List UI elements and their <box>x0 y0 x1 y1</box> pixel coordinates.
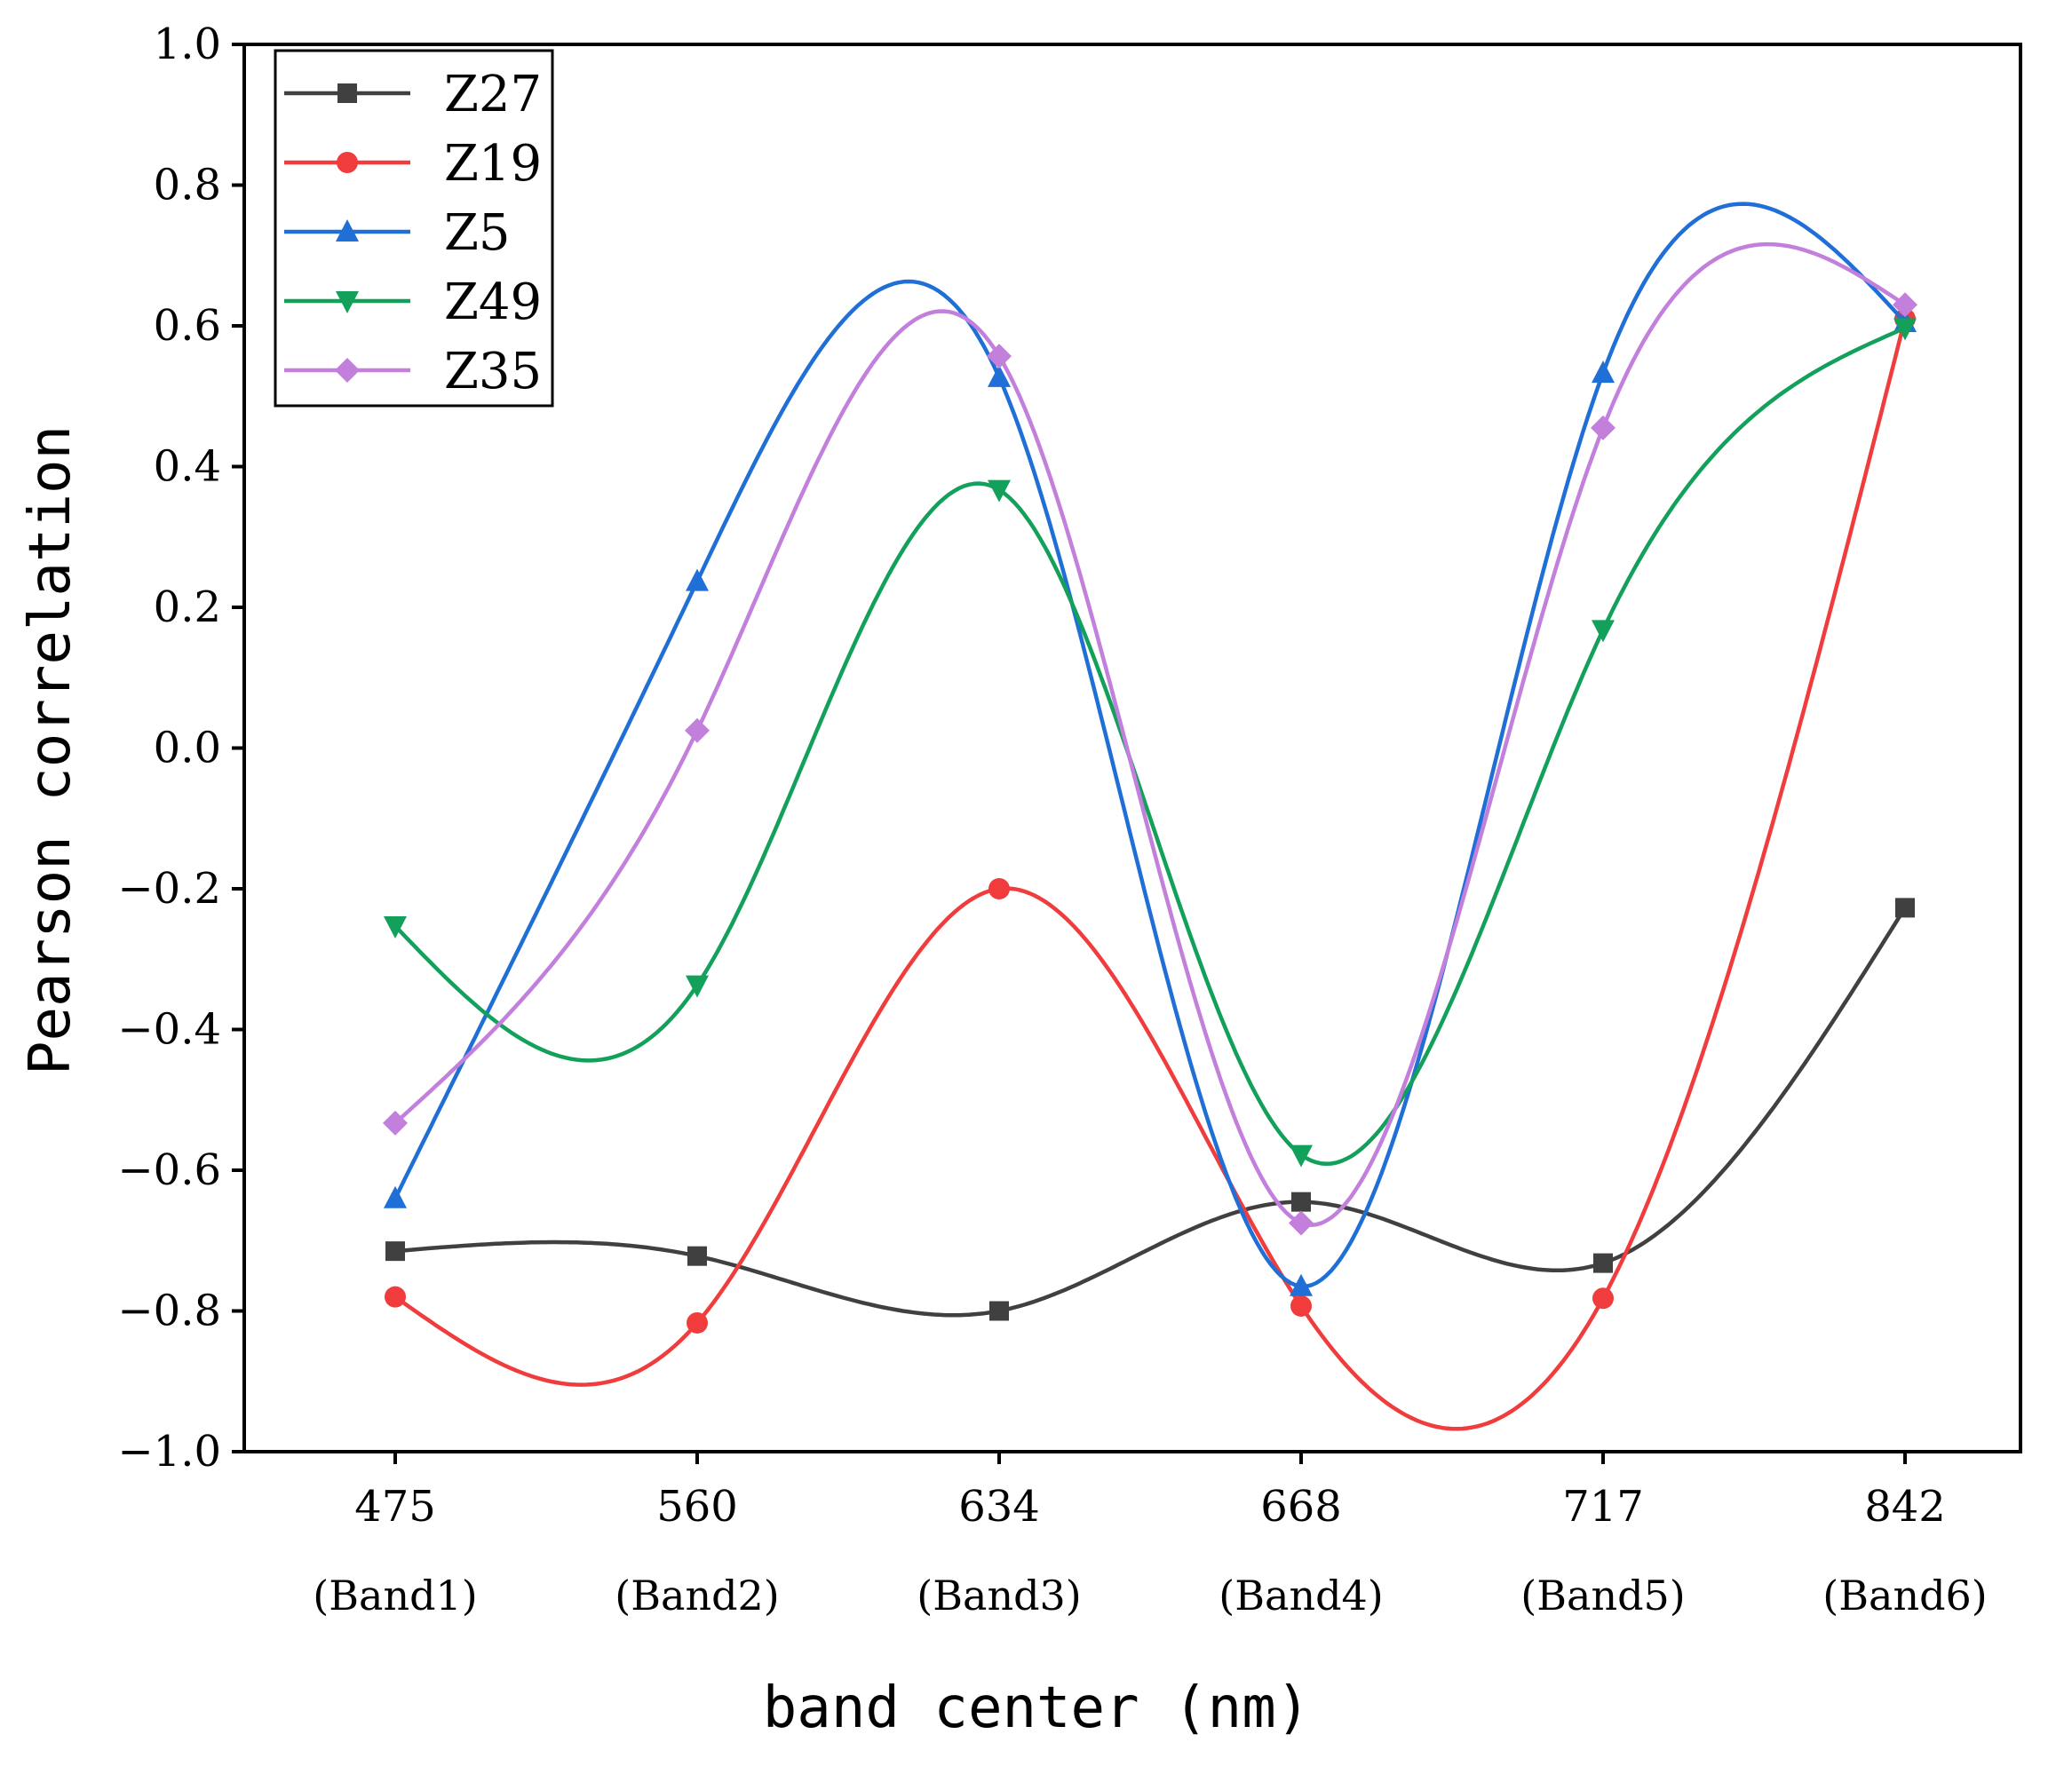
data-point <box>385 1241 405 1262</box>
x-tick-label: 634 <box>958 1482 1040 1532</box>
x-tick-label: 842 <box>1864 1482 1946 1532</box>
series-line-z27 <box>394 907 1907 1318</box>
x-axis-title: band center (nm) <box>763 1675 1311 1741</box>
data-point <box>988 479 1011 503</box>
data-point <box>337 152 358 173</box>
series-line-z35 <box>393 242 1907 1227</box>
data-point <box>337 83 357 103</box>
x-tick-label: 475 <box>354 1482 436 1532</box>
x-band-label: (Band3) <box>917 1572 1081 1619</box>
y-tick-label: −1.0 <box>117 1427 221 1477</box>
legend-label: Z27 <box>444 66 542 123</box>
x-band-label: (Band5) <box>1520 1572 1685 1619</box>
data-point <box>1593 1253 1613 1273</box>
data-point <box>335 358 360 383</box>
data-point <box>988 364 1011 387</box>
data-point <box>1895 898 1915 918</box>
y-tick-label: 0.4 <box>154 442 221 492</box>
data-point <box>336 219 359 242</box>
x-tick-label: 717 <box>1562 1482 1644 1532</box>
legend-label: Z35 <box>444 343 542 400</box>
data-point <box>686 568 709 591</box>
legend-label: Z5 <box>444 204 511 262</box>
data-point <box>1290 1273 1313 1296</box>
legend-item-z35: Z35 <box>284 343 542 400</box>
y-tick-label: 0.0 <box>154 724 221 773</box>
legend-label: Z19 <box>444 135 542 193</box>
y-tick-label: 0.8 <box>154 161 221 210</box>
legend-item-z27: Z27 <box>284 66 542 123</box>
data-point <box>988 878 1010 899</box>
data-point <box>687 1311 708 1334</box>
data-point <box>384 916 407 939</box>
data-point <box>687 1246 707 1266</box>
data-point <box>1291 1192 1311 1212</box>
series-z27 <box>385 898 1915 1321</box>
x-band-label: (Band4) <box>1219 1572 1383 1619</box>
y-tick-label: 1.0 <box>154 20 221 69</box>
data-point <box>987 344 1012 369</box>
legend-label: Z49 <box>444 273 542 331</box>
data-point <box>1893 292 1917 318</box>
x-band-label: (Band2) <box>615 1572 779 1619</box>
y-tick-label: −0.4 <box>117 1005 221 1055</box>
data-point <box>1290 1144 1313 1168</box>
legend-item-z5: Z5 <box>284 204 511 262</box>
y-tick-label: −0.8 <box>117 1287 221 1336</box>
series-layer <box>383 202 1917 1431</box>
y-axis-ticks: −1.0 −0.8 −0.6 −0.4 −0.2 0.0 0.2 0.4 0.6 0.8 1.0 <box>117 20 244 1477</box>
data-point <box>384 1185 407 1208</box>
x-axis-ticks: 475 (Band1) 560 (Band2) 634 (Band3) 668 (Band4)… <box>313 1452 1988 1619</box>
data-point <box>1592 360 1615 384</box>
data-point <box>989 1301 1009 1321</box>
data-point <box>685 717 710 743</box>
data-point <box>686 975 709 998</box>
x-band-label: (Band1) <box>313 1572 477 1619</box>
x-tick-label: 668 <box>1260 1482 1342 1532</box>
data-point <box>385 1286 406 1308</box>
series-line-z5 <box>393 202 1907 1289</box>
plot-area-frame <box>242 43 2022 1453</box>
legend-box <box>274 49 554 408</box>
data-point <box>1289 1210 1314 1236</box>
data-point <box>1893 318 1917 341</box>
y-tick-label: −0.2 <box>117 864 221 914</box>
y-tick-label: 0.2 <box>154 582 221 632</box>
legend-item-z19: Z19 <box>284 135 542 193</box>
y-axis-title: Pearson correlation <box>18 425 83 1075</box>
x-band-label: (Band6) <box>1822 1572 1987 1619</box>
data-point <box>1290 1295 1312 1317</box>
series-z49 <box>384 318 1917 1168</box>
series-z35 <box>383 242 1917 1236</box>
data-point <box>1592 620 1615 643</box>
data-point <box>1592 1287 1614 1310</box>
series-line-z49 <box>393 326 1906 1167</box>
data-point <box>383 1110 408 1136</box>
y-tick-label: 0.6 <box>154 301 221 351</box>
data-point <box>336 291 359 313</box>
legend: Z27 Z19 Z5 Z49 Z35 <box>274 49 554 408</box>
y-tick-label: −0.6 <box>117 1145 221 1195</box>
series-line-z19 <box>393 318 1908 1431</box>
data-point <box>1591 415 1616 440</box>
x-tick-label: 560 <box>656 1482 738 1532</box>
legend-item-z49: Z49 <box>284 273 542 331</box>
